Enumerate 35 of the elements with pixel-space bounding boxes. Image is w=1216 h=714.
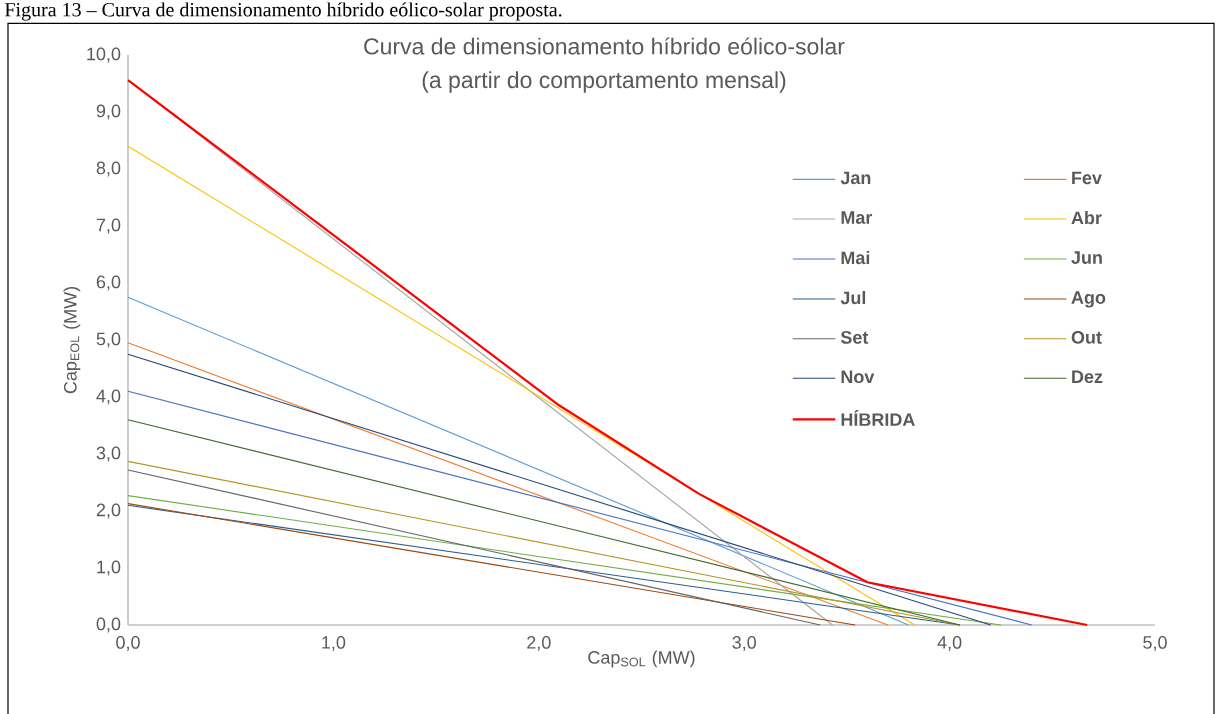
y-tick-label: 4,0 — [96, 389, 121, 405]
y-tick-label: 7,0 — [96, 218, 121, 234]
y-tick-label: 6,0 — [96, 275, 121, 291]
y-tick-label: 1,0 — [97, 560, 121, 576]
x-tick-label: 3,0 — [732, 636, 757, 651]
legend-label: Jul — [840, 291, 866, 305]
legend-label: Fev — [1072, 171, 1102, 185]
x-axis-title: Cap$_{SOL}$ (MW) — [588, 650, 695, 668]
legend-label: Set — [840, 331, 869, 344]
legend-label: Mai — [841, 251, 870, 265]
x-tick-label: 0,0 — [116, 636, 140, 651]
y-axis-title: Cap$_{EOL}$ (MW) — [63, 287, 81, 394]
legend-label: Nov — [841, 370, 875, 384]
chart-title: Curva de dimensionamento híbrido eólico-solar — [364, 37, 845, 55]
legend-label: Mar — [841, 211, 873, 224]
y-tick-label: 3,0 — [96, 446, 121, 462]
legend-label: Jun — [1071, 251, 1102, 264]
x-tick-label: 1,0 — [322, 636, 346, 651]
legend-label: Abr — [1071, 211, 1102, 225]
legend-label: Jan — [840, 171, 871, 185]
y-tick-label: 9,0 — [96, 104, 121, 120]
y-tick-label: 0,0 — [96, 617, 121, 633]
legend-label: Out — [1071, 331, 1102, 344]
legend-label: HÍBRIDA — [841, 409, 915, 426]
y-tick-label: 8,0 — [96, 161, 121, 177]
legend-label: Ago — [1071, 291, 1106, 308]
x-tick-label: 2,0 — [527, 636, 551, 651]
text: (a partir do comportamento mensal) — [422, 71, 786, 93]
y-tick-label: 2,0 — [96, 503, 121, 519]
x-tick-label: 5,0 — [1143, 636, 1167, 651]
x-tick-label: 4,0 — [937, 636, 962, 651]
y-tick-label: 5,0 — [96, 332, 121, 348]
legend-label: Dez — [1072, 370, 1103, 384]
y-tick-label: 10,0 — [87, 47, 121, 63]
text: Figura 13 – Curva de dimensionamento híbrido eólico-solar proposta. — [4, 2, 562, 21]
